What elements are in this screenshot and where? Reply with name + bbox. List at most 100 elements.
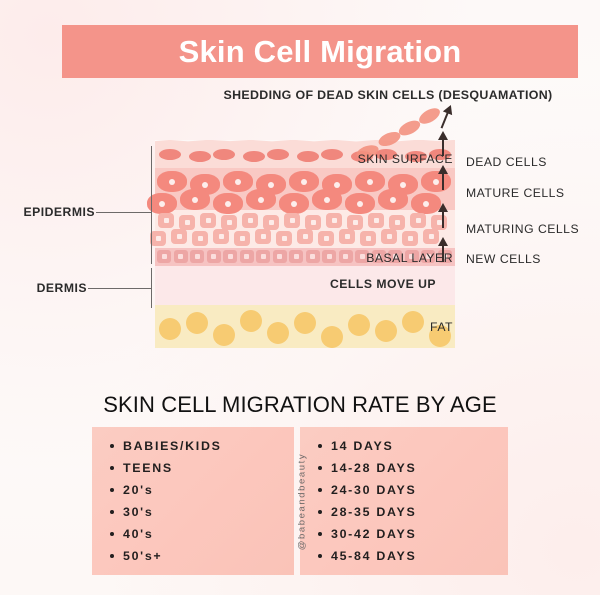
age-group-item: BABIES/KIDS xyxy=(110,439,294,453)
dead-cell xyxy=(159,149,181,160)
basal-cell xyxy=(223,250,237,263)
duration-item-text: 14 DAYS xyxy=(331,439,394,453)
dead-cell xyxy=(189,151,211,162)
cell-stage-label-maturing-cells: MATURING CELLS xyxy=(466,222,580,236)
age-group-item-text: 40's xyxy=(123,527,154,541)
maturing-cell xyxy=(234,231,250,246)
diagram-label-skin-surface: SKIN SURFACE xyxy=(357,152,453,166)
basal-cell xyxy=(437,250,452,263)
maturing-cell xyxy=(339,229,355,244)
age-group-item: TEENS xyxy=(110,461,294,475)
bullet-icon xyxy=(110,532,114,536)
skin-surface-edge xyxy=(155,140,455,142)
bullet-icon xyxy=(110,554,114,558)
cell-stage-label-mature-cells: MATURE CELLS xyxy=(466,186,565,200)
fat-globule xyxy=(213,324,235,346)
age-group-column: BABIES/KIDS TEENS 20's 30's 40's 50's+ xyxy=(92,427,294,575)
maturing-cell xyxy=(389,215,405,230)
age-group-item-text: 20's xyxy=(123,483,154,497)
bullet-icon xyxy=(318,532,322,536)
bullet-icon xyxy=(318,554,322,558)
fat-globule xyxy=(429,325,451,347)
age-group-item-text: 50's+ xyxy=(123,549,163,563)
maturing-cell xyxy=(276,231,292,246)
age-group-item: 30's xyxy=(110,505,294,519)
age-group-item: 40's xyxy=(110,527,294,541)
fat-globule xyxy=(267,322,289,344)
diagram-label-epidermis: EPIDERMIS xyxy=(23,205,95,219)
mature-cell xyxy=(147,193,177,214)
basal-cell xyxy=(404,250,419,263)
diagram-label-dermis: DERMIS xyxy=(36,281,87,295)
basal-cell xyxy=(272,250,287,263)
fat-globule xyxy=(402,311,424,333)
watermark: @babeandbeauty xyxy=(292,428,312,574)
cells-move-up-arrow xyxy=(437,165,449,191)
duration-item: 14-28 DAYS xyxy=(318,461,508,475)
maturing-cell xyxy=(179,215,195,230)
maturing-cell xyxy=(192,231,208,246)
cells-move-up-arrow xyxy=(437,131,449,157)
skin-cross-section-diagram xyxy=(147,140,455,348)
dead-cell xyxy=(297,151,319,162)
fat-globule xyxy=(294,312,316,334)
maturing-cell xyxy=(368,213,384,228)
mature-cell xyxy=(312,189,342,210)
dead-cell xyxy=(243,151,265,162)
maturing-cell xyxy=(326,213,342,228)
mature-cell xyxy=(180,189,210,210)
mature-cell xyxy=(157,171,187,192)
maturing-cell xyxy=(297,229,313,244)
age-group-item: 20's xyxy=(110,483,294,497)
duration-item-text: 24-30 DAYS xyxy=(331,483,417,497)
dead-cell xyxy=(405,151,427,162)
bullet-icon xyxy=(110,488,114,492)
duration-item: 14 DAYS xyxy=(318,439,508,453)
maturing-cell xyxy=(423,229,439,244)
mature-cell xyxy=(246,189,276,210)
mature-cell xyxy=(279,193,309,214)
maturing-cell xyxy=(347,215,363,230)
duration-item: 30-42 DAYS xyxy=(318,527,508,541)
duration-item-text: 28-35 DAYS xyxy=(331,505,417,519)
duration-item-text: 30-42 DAYS xyxy=(331,527,417,541)
bullet-icon xyxy=(110,466,114,470)
shedding-direction-arrow xyxy=(436,103,457,132)
age-group-item-text: TEENS xyxy=(123,461,173,475)
mature-cell xyxy=(345,193,375,214)
cells-move-up-note: CELLS MOVE UP xyxy=(330,277,437,291)
fat-globule xyxy=(186,312,208,334)
duration-item-text: 14-28 DAYS xyxy=(331,461,417,475)
watermark-text: @babeandbeauty xyxy=(296,452,308,550)
fat-globule xyxy=(159,318,181,340)
mature-cell xyxy=(289,171,319,192)
mature-cell xyxy=(378,189,408,210)
duration-item: 24-30 DAYS xyxy=(318,483,508,497)
mature-cell xyxy=(213,193,243,214)
bracket-dermis xyxy=(151,268,152,308)
basal-cell xyxy=(371,250,386,263)
basal-cell xyxy=(421,250,435,263)
maturing-cell xyxy=(255,229,271,244)
duration-item: 45-84 DAYS xyxy=(318,549,508,563)
dead-cell xyxy=(321,149,343,160)
bullet-icon xyxy=(318,444,322,448)
age-group-item-text: 30's xyxy=(123,505,154,519)
duration-item-text: 45-84 DAYS xyxy=(331,549,417,563)
maturing-cell xyxy=(150,231,166,246)
cells-move-up-arrow xyxy=(437,203,449,229)
maturing-cell xyxy=(410,213,426,228)
leader-dermis xyxy=(88,288,151,289)
basal-cell xyxy=(322,250,336,263)
basal-cell xyxy=(256,250,270,263)
basal-cell xyxy=(173,250,188,263)
basal-cell xyxy=(355,250,369,263)
diagram-label-basal-layer: BASAL LAYER xyxy=(366,251,453,265)
basal-cell xyxy=(157,250,171,263)
maturing-cell xyxy=(200,213,216,228)
basal-cell xyxy=(239,250,254,263)
mature-cell xyxy=(223,171,253,192)
maturing-cell xyxy=(263,215,279,230)
basal-cell xyxy=(305,250,320,263)
page-title: Skin Cell Migration xyxy=(178,33,462,69)
